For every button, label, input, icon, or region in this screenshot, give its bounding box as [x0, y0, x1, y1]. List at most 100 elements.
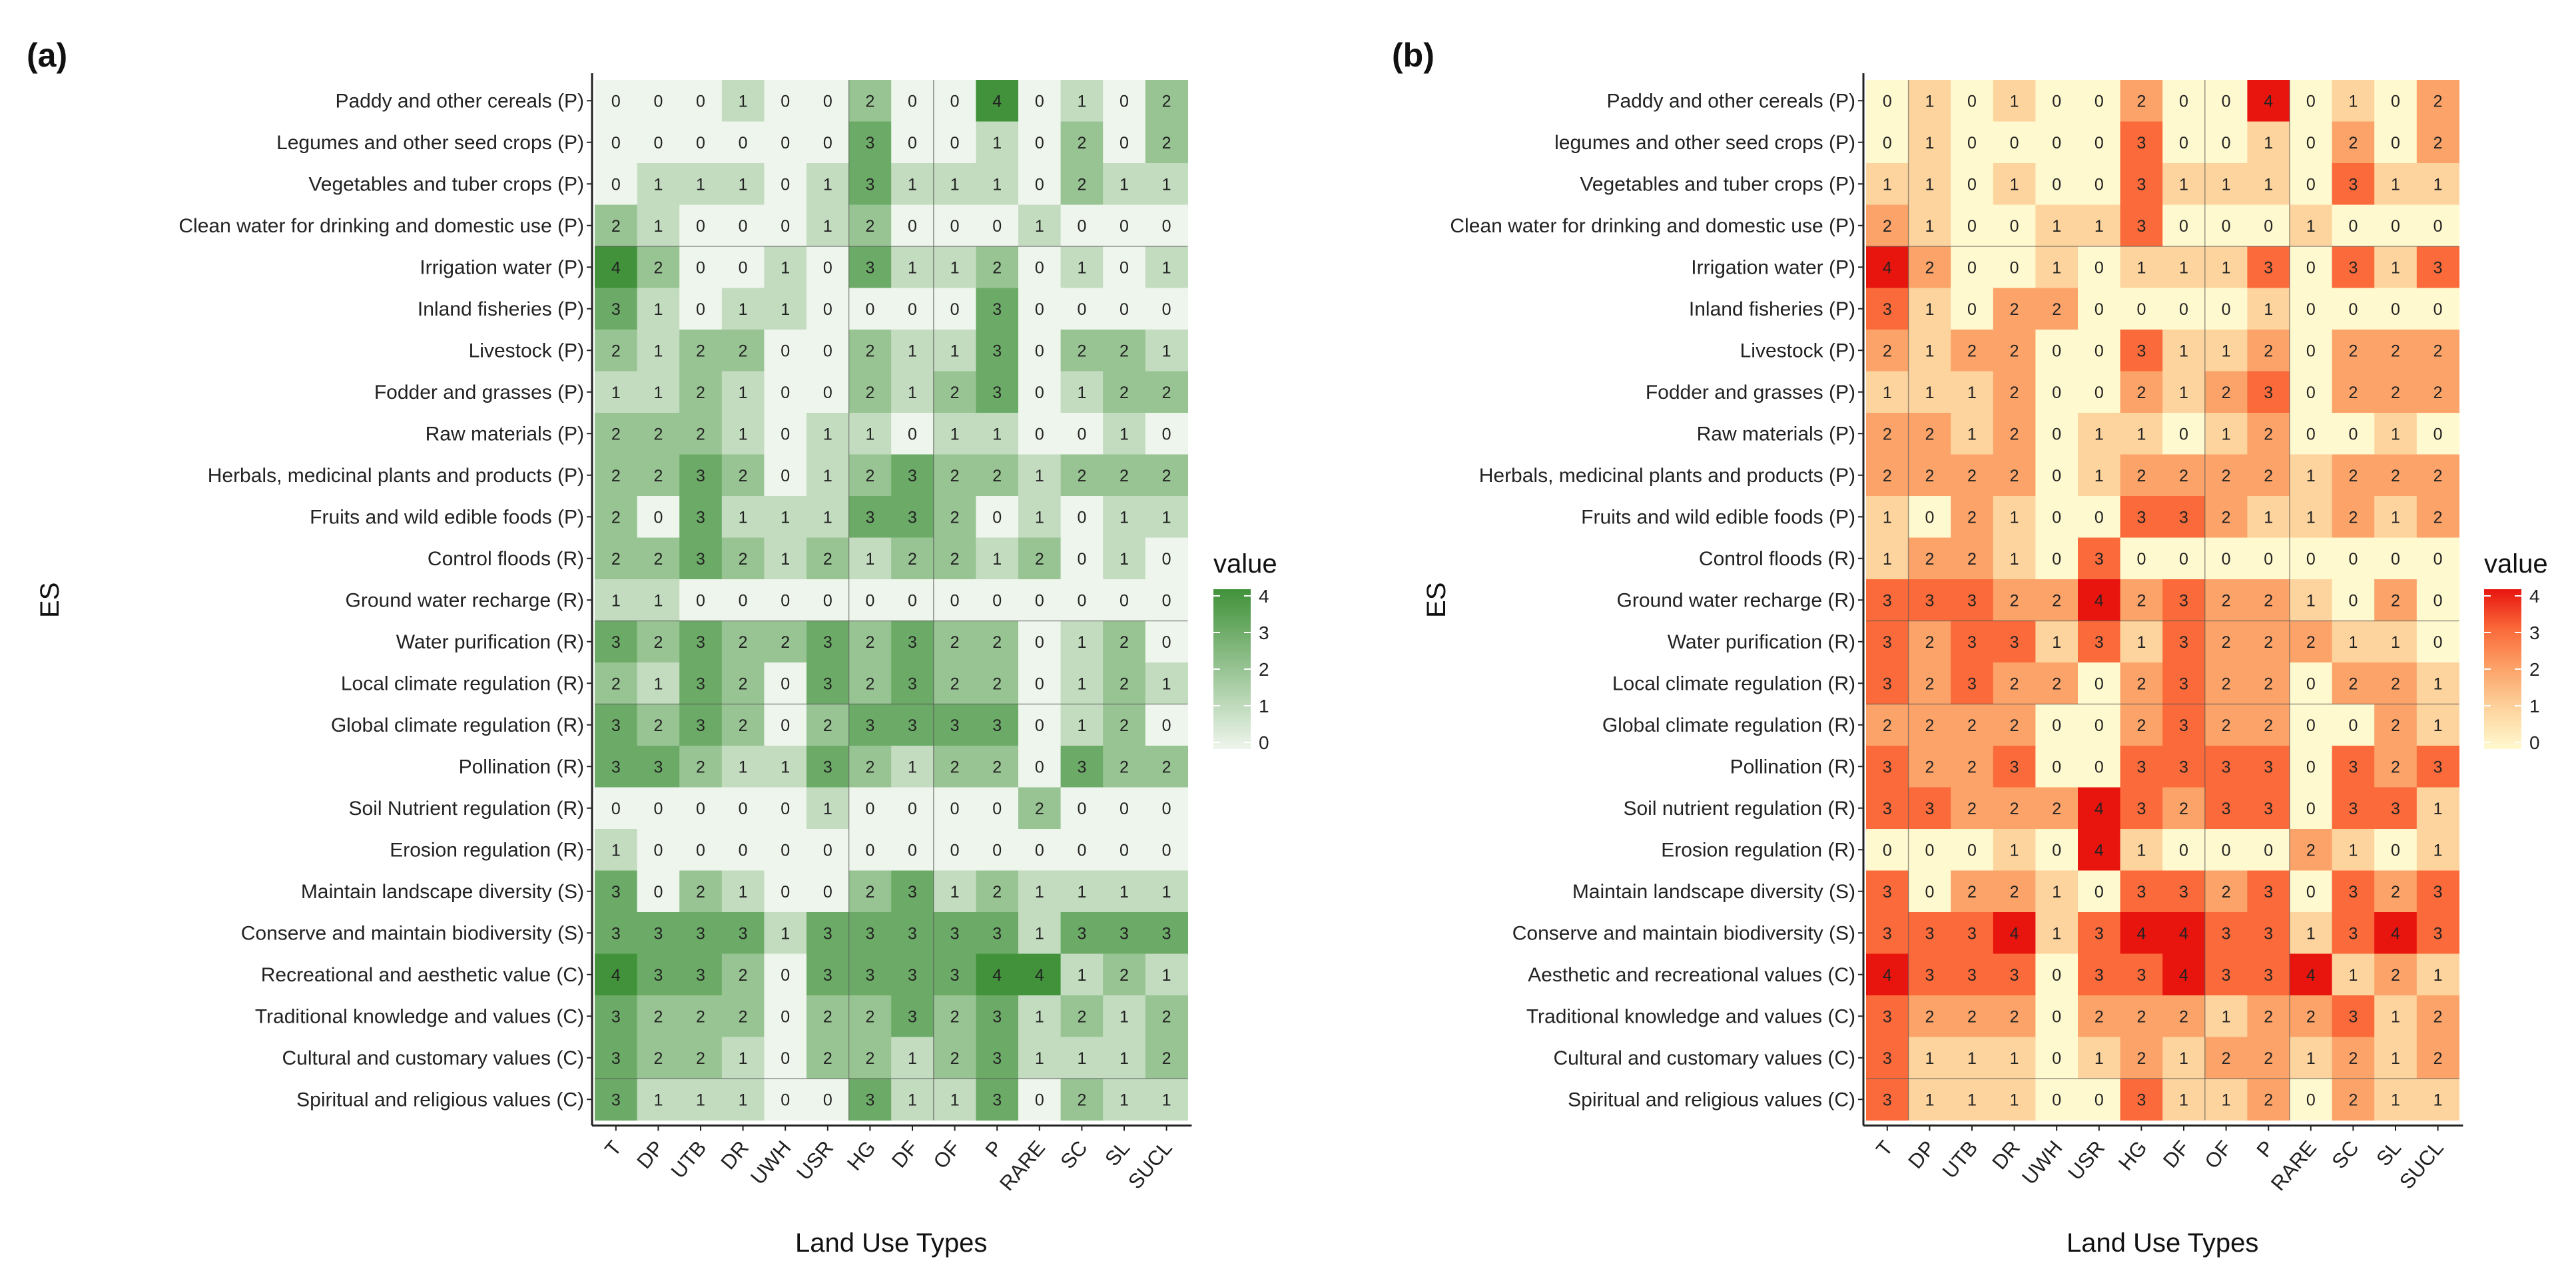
cell-value-label: 0 [823, 134, 832, 152]
heatmap-cell [2204, 246, 2248, 289]
cell-value-label: 3 [865, 258, 874, 277]
y-tick-label: Fruits and wild edible foods (P) [310, 506, 584, 528]
cell-value-label: 1 [1883, 175, 1892, 194]
cell-value-label: 2 [1162, 467, 1171, 485]
heatmap-cell [764, 330, 807, 372]
cell-value-label: 1 [1162, 883, 1171, 901]
cell-value-label: 0 [2306, 258, 2316, 277]
y-tick-label: Herbals, medicinal plants and products (… [208, 465, 584, 487]
heatmap-cell [2374, 912, 2417, 955]
heatmap-cell [2332, 746, 2375, 788]
cell-value-label: 3 [2264, 758, 2273, 776]
heatmap-cell [595, 413, 638, 455]
cell-value-label: 3 [1883, 591, 1892, 610]
heatmap-cell [806, 621, 850, 663]
heatmap-cell [2078, 870, 2121, 913]
cell-value-label: 0 [2306, 92, 2316, 111]
heatmap-cell [721, 1037, 765, 1079]
heatmap-cell [1145, 1079, 1188, 1121]
cell-value-label: 0 [823, 258, 832, 277]
cell-value-label: 0 [611, 175, 621, 194]
heatmap-cell [637, 330, 680, 372]
heatmap-cell [1908, 829, 1951, 872]
heatmap-cell [1993, 163, 2036, 206]
cell-value-label: 4 [1035, 966, 1044, 985]
heatmap-cell [2374, 1079, 2417, 1121]
x-tick-label: DF [2158, 1137, 2194, 1172]
cell-value-label: 2 [992, 258, 1002, 277]
cell-value-label: 0 [908, 134, 917, 152]
y-tick-label: Ground water recharge (R) [346, 589, 584, 611]
heatmap-cell [1951, 746, 1994, 788]
cell-value-label: 2 [2433, 342, 2443, 360]
cell-value-label: 2 [865, 1007, 874, 1026]
cell-value-label: 1 [2306, 217, 2316, 236]
heatmap-cell [2416, 1037, 2459, 1079]
cell-value-label: 1 [865, 425, 874, 443]
heatmap-cell [2374, 163, 2417, 206]
heatmap-cell [2120, 912, 2163, 955]
cell-value-label: 1 [2222, 342, 2231, 360]
heatmap-cell [1060, 204, 1104, 247]
cell-value-label: 2 [2391, 342, 2400, 360]
cell-value-label: 3 [823, 924, 832, 943]
heatmap-cell [595, 371, 638, 413]
heatmap-cell [1866, 371, 1909, 413]
y-tick-label: Livestock (P) [1740, 340, 1855, 362]
cell-value-label: 3 [2433, 258, 2443, 277]
cell-value-label: 0 [2306, 383, 2316, 402]
cell-value-label: 3 [823, 674, 832, 693]
heatmap-cell [933, 246, 976, 289]
cell-value-label: 3 [908, 966, 917, 985]
heatmap-cell [1018, 246, 1062, 289]
cell-value-label: 0 [2094, 300, 2104, 319]
cell-value-label: 1 [653, 175, 663, 194]
cell-value-label: 3 [611, 300, 621, 319]
heatmap-cell [2374, 80, 2417, 123]
cell-value-label: 1 [2306, 508, 2316, 527]
cell-value-label: 0 [1883, 841, 1892, 860]
heatmap-cell [2078, 829, 2121, 872]
heatmap-cell [976, 829, 1019, 872]
x-tick-label: HG [842, 1137, 880, 1175]
heatmap-cell [721, 288, 765, 330]
cell-value-label: 0 [2306, 550, 2316, 569]
cell-value-label: 3 [2264, 258, 2273, 277]
heatmap-cell [976, 621, 1019, 663]
cell-value-label: 1 [2094, 467, 2104, 485]
heatmap-cell [1951, 912, 1994, 955]
cell-value-label: 0 [2348, 550, 2358, 569]
cell-value-label: 0 [781, 1049, 790, 1068]
heatmap-cell [848, 870, 892, 913]
heatmap-cell [595, 204, 638, 247]
cell-value-label: 0 [2010, 217, 2019, 236]
cell-value-label: 3 [1883, 924, 1892, 943]
cell-value-label: 1 [781, 508, 790, 527]
heatmap-cell [1018, 704, 1062, 746]
heatmap-cell [1103, 204, 1146, 247]
heatmap-cell [2162, 1079, 2206, 1121]
heatmap-cell [1866, 163, 1909, 206]
heatmap-cell [1018, 746, 1062, 788]
heatmap-cell [1908, 1037, 1951, 1079]
heatmap-cell [1908, 579, 1951, 622]
cell-value-label: 2 [2391, 758, 2400, 776]
heatmap-cell [806, 662, 850, 705]
y-tick-label: Soil nutrient regulation (R) [1623, 798, 1855, 820]
cell-value-label: 1 [1035, 217, 1044, 236]
heatmap-cell [2035, 454, 2079, 497]
heatmap-cell [1951, 829, 1994, 872]
heatmap-cell [976, 995, 1019, 1038]
cell-value-label: 2 [2136, 1007, 2146, 1026]
cell-value-label: 0 [908, 591, 917, 610]
cell-value-label: 3 [1883, 758, 1892, 776]
heatmap-cell [2416, 371, 2459, 413]
heatmap-cell [891, 330, 934, 372]
heatmap-cell [764, 704, 807, 746]
cell-value-label: 2 [2222, 508, 2231, 527]
cell-value-label: 1 [2433, 674, 2443, 693]
heatmap-cell [1060, 746, 1104, 788]
heatmap-cell [2416, 829, 2459, 872]
cell-value-label: 1 [908, 1091, 917, 1109]
cell-value-label: 2 [2433, 383, 2443, 402]
